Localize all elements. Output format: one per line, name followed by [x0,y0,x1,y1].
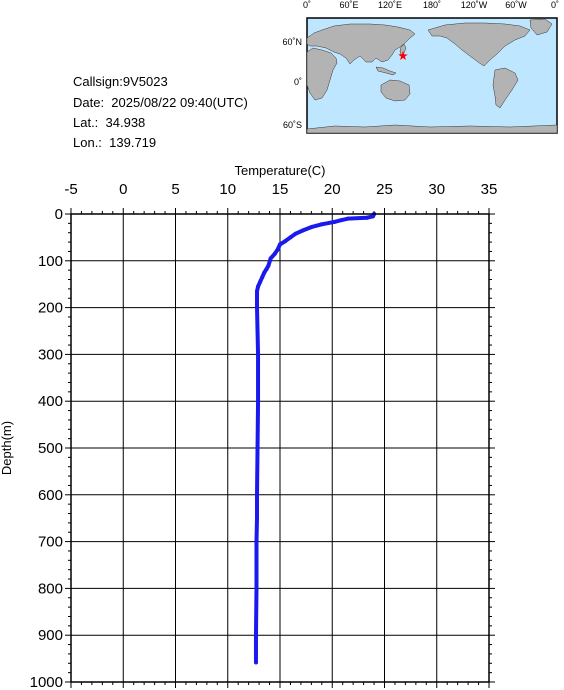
land-australia [380,79,411,102]
map-lon-label: 120˚E [378,0,402,10]
plot-area: -5 0 5 10 15 20 25 30 35 01002003004005006007008… [0,163,497,690]
profile-data-point [255,289,260,294]
profile-data-point [255,305,260,310]
map-longitude-labels: 0˚ 60˚E 120˚E 180˚ 120˚W 60˚W 0˚ [303,0,559,10]
profile-data-point [255,492,260,497]
y-tick-label: 900 [38,627,63,644]
profile-data-point [266,263,271,268]
profile-data-point [332,219,337,224]
map-lon-label: 120˚W [461,0,488,10]
profile-data-point [272,251,277,256]
profile-data-point [256,352,261,357]
plot-border [70,213,490,683]
profile-data-point [255,516,260,521]
profile-data-point [256,399,261,404]
profile-data-point [345,216,350,221]
y-tick-label: 400 [38,393,63,410]
land-north-america [427,22,531,67]
profile-data-point [268,256,273,261]
x-tick-label: 0 [119,181,127,198]
x-tick-label: 10 [219,181,236,198]
profile-data-point [254,586,259,591]
map-latitude-labels: 60˚N 0˚ 60˚S [282,37,302,130]
x-tick-label: 30 [428,181,445,198]
x-tick-labels: -5 0 5 10 15 20 25 30 35 [64,181,497,198]
x-tick-label: 15 [272,181,289,198]
y-tick-labels: 0 100 200 300 400 500 600 700 800 900 1000 [30,206,63,690]
profile-data-point [258,279,263,284]
y-tick-label: 100 [38,253,63,270]
profile-data-point [260,275,265,280]
date-text: Date: 2025/08/22 09:40(UTC) [73,95,248,110]
land-eurasia [306,23,416,65]
y-axis-title: Depth(m) [0,421,14,475]
map-lon-label: 0˚ [551,0,559,10]
x-tick-label: 35 [481,181,498,198]
land-indonesia [375,66,397,76]
map-lat-label: 0˚ [294,77,302,87]
land-japan [399,43,407,56]
temperature-profile-points [253,212,377,665]
land-antarctica [306,124,558,134]
y-tick-label: 0 [55,206,63,223]
profile-data-point [283,239,288,244]
profile-data-point [339,218,344,223]
profile-data-point [256,284,261,289]
land-south-america [492,67,519,109]
map-lon-label: 0˚ [303,0,311,10]
longitude-text: Lon.: 139.719 [73,135,157,150]
y-tick-label: 1000 [30,674,63,690]
profile-data-point [364,215,369,220]
map-lat-label: 60˚N [282,37,302,47]
profile-data-point [371,214,376,219]
x-tick-label: -5 [64,181,77,198]
ship-position-marker-icon [398,51,408,61]
x-axis-title: Temperature(C) [234,163,325,178]
x-tick-label: 5 [171,181,179,198]
profile-data-point [264,267,269,272]
profile-data-point [288,235,293,240]
profile-data-point [253,633,258,638]
map-land [306,18,558,134]
map-lon-label: 180˚ [423,0,441,10]
profile-data-point [275,247,280,252]
y-tick-label: 600 [38,487,63,504]
latitude-text: Lat.: 34.938 [73,115,146,130]
world-map: 0˚ 60˚E 120˚E 180˚ 120˚W 60˚W 0˚ 60˚N 0˚… [282,0,559,134]
profile-data-point [253,660,258,665]
profile-data-point [319,222,324,227]
profile-data-point [254,539,259,544]
temperature-profile-line [253,212,377,665]
profile-data-point [300,228,305,233]
y-tick-label: 200 [38,300,63,317]
profile-data-point [255,329,260,333]
x-tick-label: 20 [324,181,341,198]
map-lat-label: 60˚S [283,120,302,130]
y-tick-label: 800 [38,580,63,597]
y-tick-label: 300 [38,346,63,363]
profile-data-point [255,446,260,450]
y-tick-label: 500 [38,440,63,457]
x-tick-label: 25 [376,181,393,198]
land-greenland [529,18,553,36]
map-lon-label: 60˚W [505,0,527,10]
map-lon-label: 60˚E [339,0,358,10]
profile-data-point [278,242,282,247]
land-africa [306,47,338,101]
y-tick-label: 700 [38,534,63,551]
profile-data-point [262,270,267,275]
profile-data-point [309,225,314,230]
callsign-text: Callsign:9V5023 [73,74,168,89]
profile-data-point [293,231,298,236]
